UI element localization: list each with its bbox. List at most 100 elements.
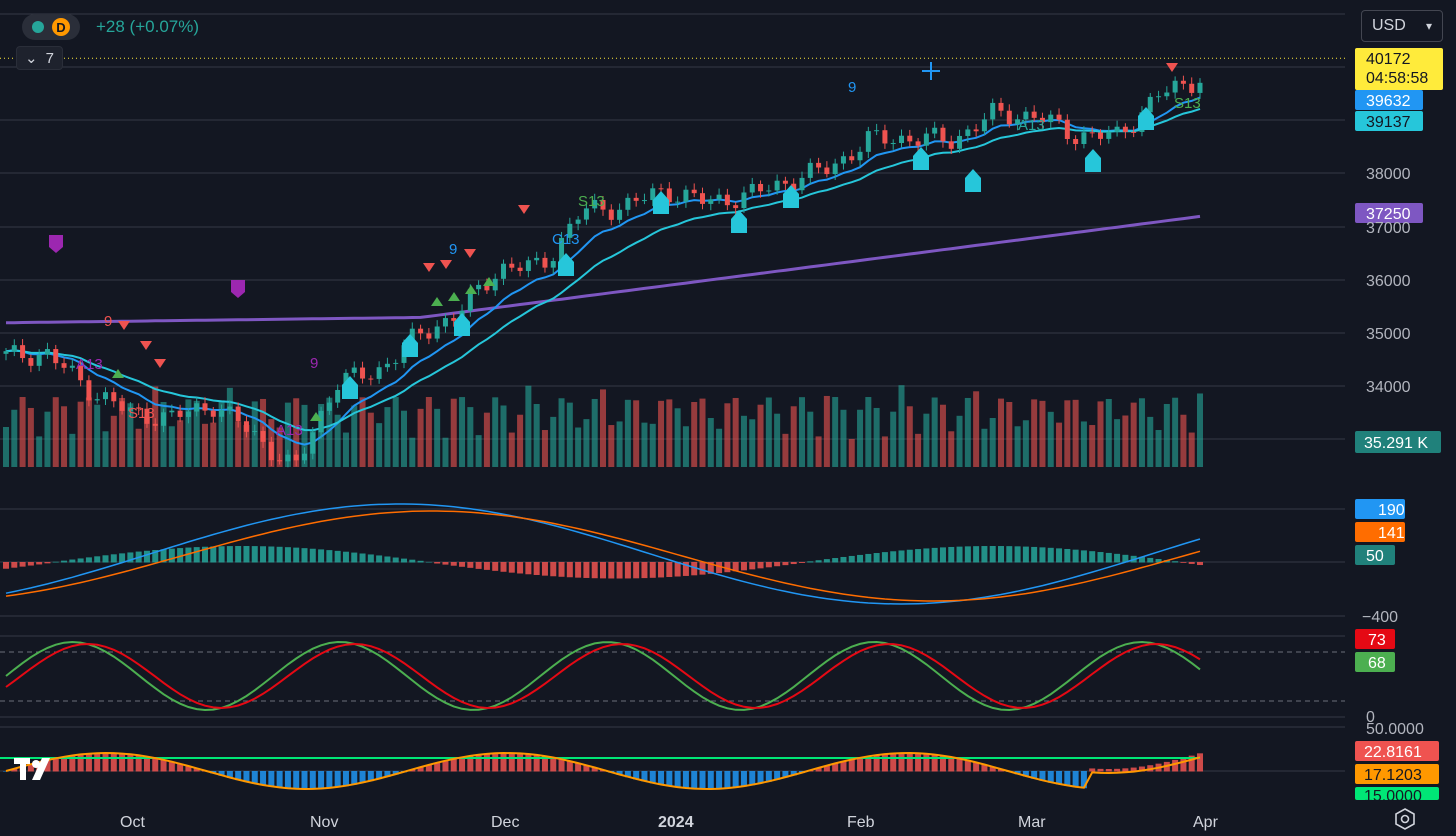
price-axis: 40172 04:58:58 39632 39137 38000 37250 3… xyxy=(1355,48,1443,805)
candle-body xyxy=(832,163,838,175)
osc-hist-bar xyxy=(177,763,184,772)
time-tick: Dec xyxy=(491,814,519,831)
candle-body xyxy=(1098,132,1103,139)
volume-bar xyxy=(376,423,383,467)
volume-bar xyxy=(799,397,805,467)
volume-bar xyxy=(707,418,714,467)
osc-hist-bar xyxy=(110,753,117,772)
osc-hist-bar xyxy=(442,760,449,772)
osc-hist-bar xyxy=(301,771,308,790)
macd-hist-bar xyxy=(11,562,18,568)
macd-hist-bar xyxy=(998,546,1004,563)
osc-hist-bar xyxy=(309,771,316,790)
volume-bar xyxy=(674,408,681,467)
up-triangle xyxy=(431,297,443,306)
candle-body xyxy=(957,135,963,149)
candle-body xyxy=(1006,110,1012,125)
macd-hist-bar xyxy=(732,562,739,572)
volume-bar xyxy=(1197,393,1203,467)
candle-body xyxy=(782,180,788,184)
osc-hist-bar xyxy=(85,753,92,772)
osc-hist-bar xyxy=(939,755,946,772)
candle-body xyxy=(874,130,880,132)
volume-bar xyxy=(649,423,656,467)
candle-body xyxy=(78,365,84,381)
time-tick: Nov xyxy=(310,814,338,831)
macd-hist-bar xyxy=(633,562,640,579)
osc-hist-bar xyxy=(492,753,499,772)
volume-bar xyxy=(765,397,772,467)
interval-badge[interactable]: D xyxy=(52,18,70,36)
candle-body xyxy=(501,263,506,279)
macd-hist-bar xyxy=(168,548,175,563)
down-triangle xyxy=(440,260,452,269)
candle-body xyxy=(733,205,739,209)
macd-hist-bar xyxy=(210,546,217,563)
osc-hist-bar xyxy=(500,753,507,772)
symbol-pill[interactable]: D xyxy=(22,14,80,40)
candle-body xyxy=(169,410,175,413)
volume-bar xyxy=(724,403,731,467)
candle-body xyxy=(376,367,382,379)
volume-bar xyxy=(1130,402,1137,467)
osc-hist-bar xyxy=(890,753,897,772)
macd-hist-bar xyxy=(989,546,996,563)
volume-bar xyxy=(425,397,432,467)
volume-bar xyxy=(1188,432,1195,467)
osc-hist-bar xyxy=(1188,755,1195,772)
macd-hist-bar xyxy=(1172,561,1179,563)
osc-hist-bar xyxy=(392,771,399,775)
tradingview-logo-icon[interactable] xyxy=(14,756,62,787)
down-triangle xyxy=(423,263,435,272)
osc-hist-bar xyxy=(251,771,258,784)
candle-body xyxy=(219,410,225,417)
macd-hist-bar xyxy=(1080,550,1087,563)
macd-hist-bar xyxy=(44,562,51,564)
macd-hist-bar xyxy=(359,553,366,563)
ema-mid-label: 39137 xyxy=(1366,114,1411,131)
candle-body xyxy=(724,194,730,206)
macd-hist-bar xyxy=(301,548,308,563)
macd-hist-bar xyxy=(973,546,980,563)
macd-hist-bar xyxy=(682,562,689,576)
macd-hist-bar xyxy=(1047,547,1054,563)
time-tick: Feb xyxy=(847,814,875,831)
osc-hist-bar xyxy=(268,771,275,787)
buy-marker xyxy=(454,313,470,336)
down-triangle xyxy=(464,249,476,258)
settings-icon[interactable] xyxy=(1394,808,1416,835)
macd-hist-bar xyxy=(624,562,631,579)
indicators-toggle[interactable]: ⌄ 7 xyxy=(16,46,63,70)
candle-body xyxy=(650,188,656,201)
macd-hist-bar xyxy=(342,551,349,563)
volume-bar xyxy=(44,411,51,467)
candle-body xyxy=(940,127,946,142)
macd-hist-bar xyxy=(906,549,913,563)
osc-hist-bar xyxy=(550,757,557,772)
candle-body xyxy=(426,333,432,339)
time-tick: 2024 xyxy=(658,814,694,831)
currency-select[interactable]: USD ▾ xyxy=(1361,10,1443,42)
osc-hist-bar xyxy=(873,755,880,772)
candle-body xyxy=(418,328,424,334)
macd-hist-bar xyxy=(674,562,681,577)
volume-bar xyxy=(3,427,9,467)
macd-tick: −400 xyxy=(1362,609,1398,626)
s13-label: S13 xyxy=(578,193,605,210)
candle-body xyxy=(791,183,797,191)
osc-hist-bar xyxy=(898,753,905,772)
macd-hist-bar xyxy=(268,546,275,563)
osc-hist-bar xyxy=(790,771,797,776)
osc-hist-bar xyxy=(351,771,358,785)
osc-v3: 15.0000 xyxy=(1364,788,1422,805)
time-tick: Oct xyxy=(120,814,145,831)
macd-hist-bar xyxy=(956,546,963,563)
macd-hist-bar xyxy=(840,556,847,563)
hist-label: 50 xyxy=(1366,548,1384,565)
osc-hist-bar xyxy=(716,771,723,790)
volume-bar xyxy=(1105,398,1112,467)
candle-body xyxy=(260,431,266,442)
osc-hist-bar xyxy=(3,771,9,772)
macd-hist-bar xyxy=(865,553,872,563)
